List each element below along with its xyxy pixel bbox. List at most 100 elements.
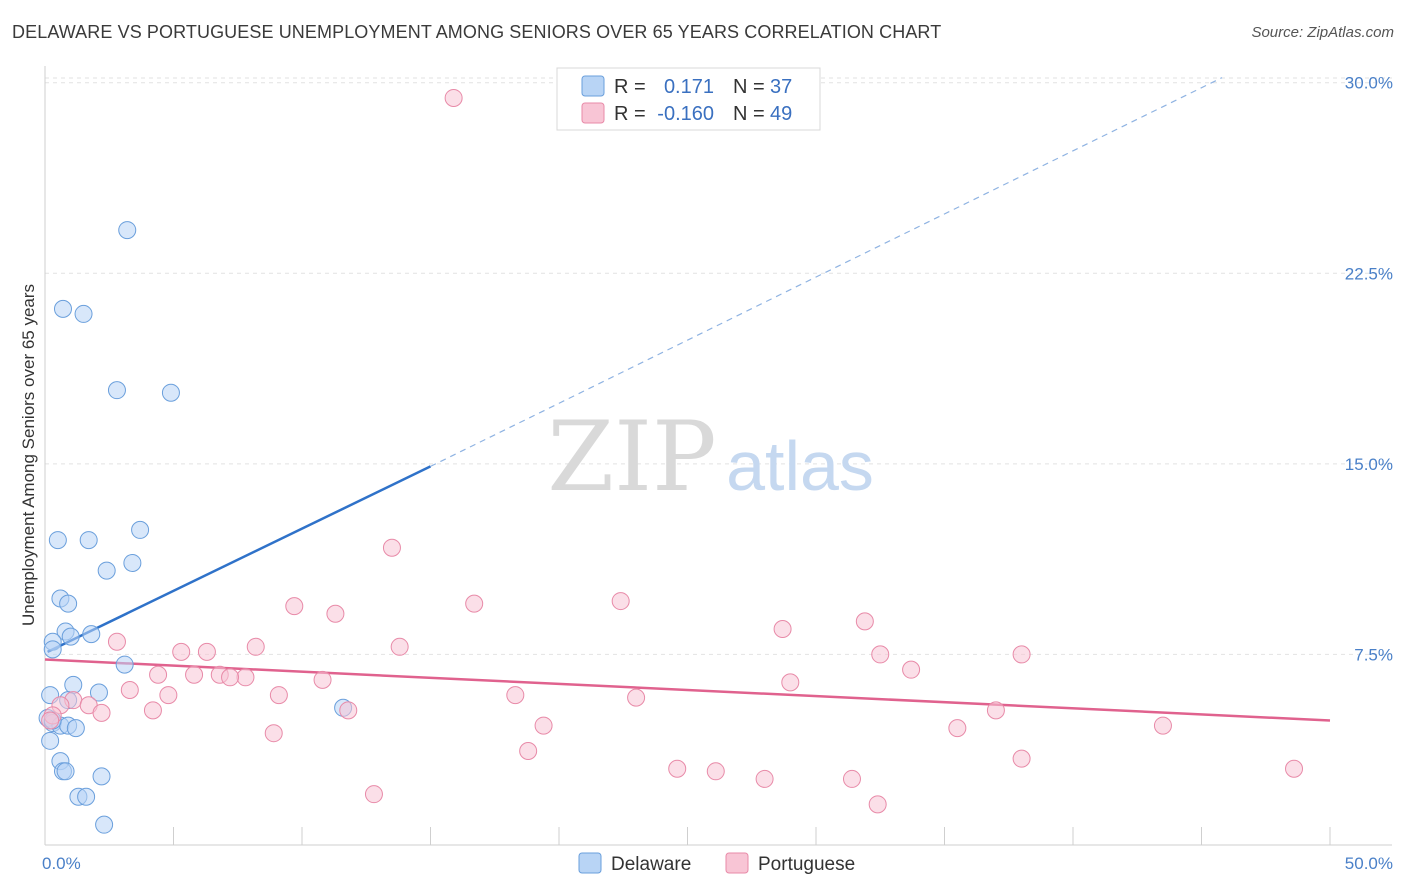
legend-n-value-portuguese: 49 <box>770 103 792 125</box>
legend-swatch-portuguese <box>581 102 605 124</box>
portuguese-point <box>465 594 484 613</box>
portuguese-point <box>1012 749 1031 768</box>
portuguese-point <box>197 642 216 661</box>
portuguese-point <box>41 711 60 730</box>
delaware-point <box>95 815 114 834</box>
portuguese-point <box>986 701 1005 720</box>
legend-swatch-delaware <box>581 75 605 97</box>
delaware-point <box>82 625 101 644</box>
portuguese-point <box>390 637 409 656</box>
portuguese-point <box>668 759 687 778</box>
portuguese-point <box>382 538 401 557</box>
delaware-point <box>89 683 108 702</box>
delaware-point <box>41 731 60 750</box>
portuguese-point <box>519 741 538 760</box>
portuguese-point <box>755 769 774 788</box>
x-tick-label: 0.0% <box>42 854 81 873</box>
top-legend: R = 0.171 N = 37 R = -0.160 N = 49 <box>556 67 821 131</box>
delaware-point <box>61 627 80 646</box>
legend-n-label-delaware: N = <box>733 76 765 98</box>
x-tick-label: 50.0% <box>1345 854 1393 873</box>
portuguese-point <box>948 719 967 738</box>
delaware-point <box>74 304 93 323</box>
portuguese-point <box>159 686 178 705</box>
y-tick-label: 7.5% <box>1354 645 1393 664</box>
portuguese-point <box>871 645 890 664</box>
bottom-legend-swatch-portuguese <box>725 852 749 874</box>
y-tick-label: 22.5% <box>1345 264 1393 283</box>
y-tick-label: 15.0% <box>1345 455 1393 474</box>
chart-title: DELAWARE VS PORTUGUESE UNEMPLOYMENT AMON… <box>12 22 942 42</box>
portuguese-point <box>773 620 792 639</box>
delaware-point <box>77 787 96 806</box>
delaware-point <box>64 675 83 694</box>
portuguese-point <box>868 795 887 814</box>
portuguese-point <box>339 701 358 720</box>
delaware-point <box>56 762 75 781</box>
portuguese-point <box>706 762 725 781</box>
portuguese-point <box>143 701 162 720</box>
portuguese-point <box>172 642 191 661</box>
portuguese-point <box>444 88 463 107</box>
watermark: ZIP atlas <box>547 401 874 513</box>
delaware-trend-line <box>47 465 432 654</box>
portuguese-point <box>92 703 111 722</box>
delaware-point <box>53 299 72 318</box>
bottom-legend-swatch-delaware <box>578 852 602 874</box>
bottom-legend: Delaware Portuguese <box>578 852 855 875</box>
bottom-legend-delaware: Delaware <box>611 854 691 875</box>
portuguese-point <box>611 592 630 611</box>
legend-n-value-delaware: 37 <box>770 76 792 98</box>
source-label: Source: ZipAtlas.com <box>1251 24 1394 41</box>
delaware-point <box>131 520 150 539</box>
y-axis-label: Unemployment Among Seniors over 65 years <box>19 284 38 626</box>
portuguese-point <box>246 637 265 656</box>
delaware-point <box>107 381 126 400</box>
portuguese-point <box>107 632 126 651</box>
portuguese-point <box>285 597 304 616</box>
portuguese-point <box>627 688 646 707</box>
trend-layer <box>44 77 1331 722</box>
portuguese-point <box>1153 716 1172 735</box>
portuguese-point <box>221 668 240 687</box>
delaware-point <box>123 553 142 572</box>
delaware-point <box>79 531 98 550</box>
points-layer <box>38 88 1304 834</box>
portuguese-point <box>269 686 288 705</box>
delaware-point <box>92 767 111 786</box>
delaware-point <box>115 655 134 674</box>
portuguese-point <box>236 668 255 687</box>
watermark-zip: ZIP <box>547 401 716 513</box>
watermark-atlas: atlas <box>726 427 874 505</box>
legend-r-label-delaware: R = <box>614 76 646 98</box>
axis-layer: 7.5% 15.0% 22.5% 30.0% 0.0% 50.0% <box>42 66 1393 873</box>
delaware-point <box>59 594 78 613</box>
delaware-point <box>66 719 85 738</box>
portuguese-point <box>506 686 525 705</box>
portuguese-point <box>1285 759 1304 778</box>
portuguese-point <box>1012 645 1031 664</box>
legend-n-label-portuguese: N = <box>733 103 765 125</box>
portuguese-trend-line <box>44 658 1331 722</box>
bottom-legend-portuguese: Portuguese <box>758 854 855 875</box>
delaware-trend-extension <box>430 77 1223 467</box>
legend-r-value-portuguese: -0.160 <box>657 103 714 125</box>
portuguese-point <box>364 785 383 804</box>
delaware-point <box>48 531 67 550</box>
y-tick-label: 30.0% <box>1345 74 1393 93</box>
delaware-point <box>161 383 180 402</box>
legend-r-label-portuguese: R = <box>614 103 646 125</box>
grid-layer <box>45 77 1392 655</box>
portuguese-point <box>902 660 921 679</box>
portuguese-point <box>855 612 874 631</box>
portuguese-point <box>534 716 553 735</box>
portuguese-point <box>185 665 204 684</box>
delaware-point <box>43 640 62 659</box>
portuguese-point <box>781 673 800 692</box>
portuguese-point <box>149 665 168 684</box>
portuguese-point <box>264 724 283 743</box>
delaware-point <box>118 221 137 240</box>
portuguese-point <box>120 681 139 699</box>
portuguese-point <box>313 670 332 689</box>
